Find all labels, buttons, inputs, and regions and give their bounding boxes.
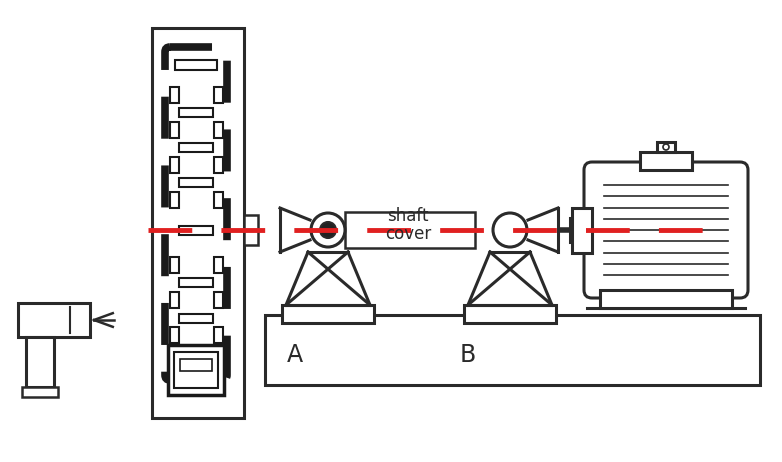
Bar xyxy=(168,345,224,395)
Bar xyxy=(152,28,244,418)
Circle shape xyxy=(311,213,345,247)
Bar xyxy=(570,218,584,242)
Bar xyxy=(213,327,223,343)
Circle shape xyxy=(493,213,527,247)
Bar xyxy=(170,157,178,173)
Bar xyxy=(213,192,223,208)
Text: cover: cover xyxy=(385,225,431,243)
Bar xyxy=(213,87,223,103)
Bar xyxy=(213,122,223,138)
Bar xyxy=(179,177,213,187)
Bar xyxy=(657,142,675,152)
Bar xyxy=(174,352,218,388)
Bar xyxy=(179,225,213,235)
Text: A: A xyxy=(287,343,303,367)
Bar xyxy=(600,290,732,308)
Bar xyxy=(170,87,178,103)
Bar xyxy=(640,152,692,170)
Bar xyxy=(179,314,213,322)
Bar xyxy=(179,278,213,286)
Bar xyxy=(345,212,475,248)
Bar xyxy=(170,257,178,273)
Bar xyxy=(170,122,178,138)
Bar xyxy=(265,315,760,385)
Circle shape xyxy=(663,144,669,150)
Bar xyxy=(179,108,213,116)
Bar xyxy=(244,215,258,245)
Bar xyxy=(464,305,556,323)
Bar xyxy=(26,337,54,387)
Bar xyxy=(170,192,178,208)
FancyBboxPatch shape xyxy=(584,162,748,298)
Bar xyxy=(213,257,223,273)
Bar xyxy=(175,60,217,70)
Bar xyxy=(170,327,178,343)
Bar xyxy=(180,359,212,371)
Text: B: B xyxy=(460,343,476,367)
Bar xyxy=(170,292,178,308)
Bar xyxy=(572,207,592,253)
Circle shape xyxy=(320,222,336,238)
Bar xyxy=(213,292,223,308)
Bar xyxy=(282,305,374,323)
Bar xyxy=(22,387,58,397)
Bar xyxy=(18,303,90,337)
Bar xyxy=(179,142,213,152)
Bar xyxy=(213,157,223,173)
Text: shaft: shaft xyxy=(387,207,429,225)
